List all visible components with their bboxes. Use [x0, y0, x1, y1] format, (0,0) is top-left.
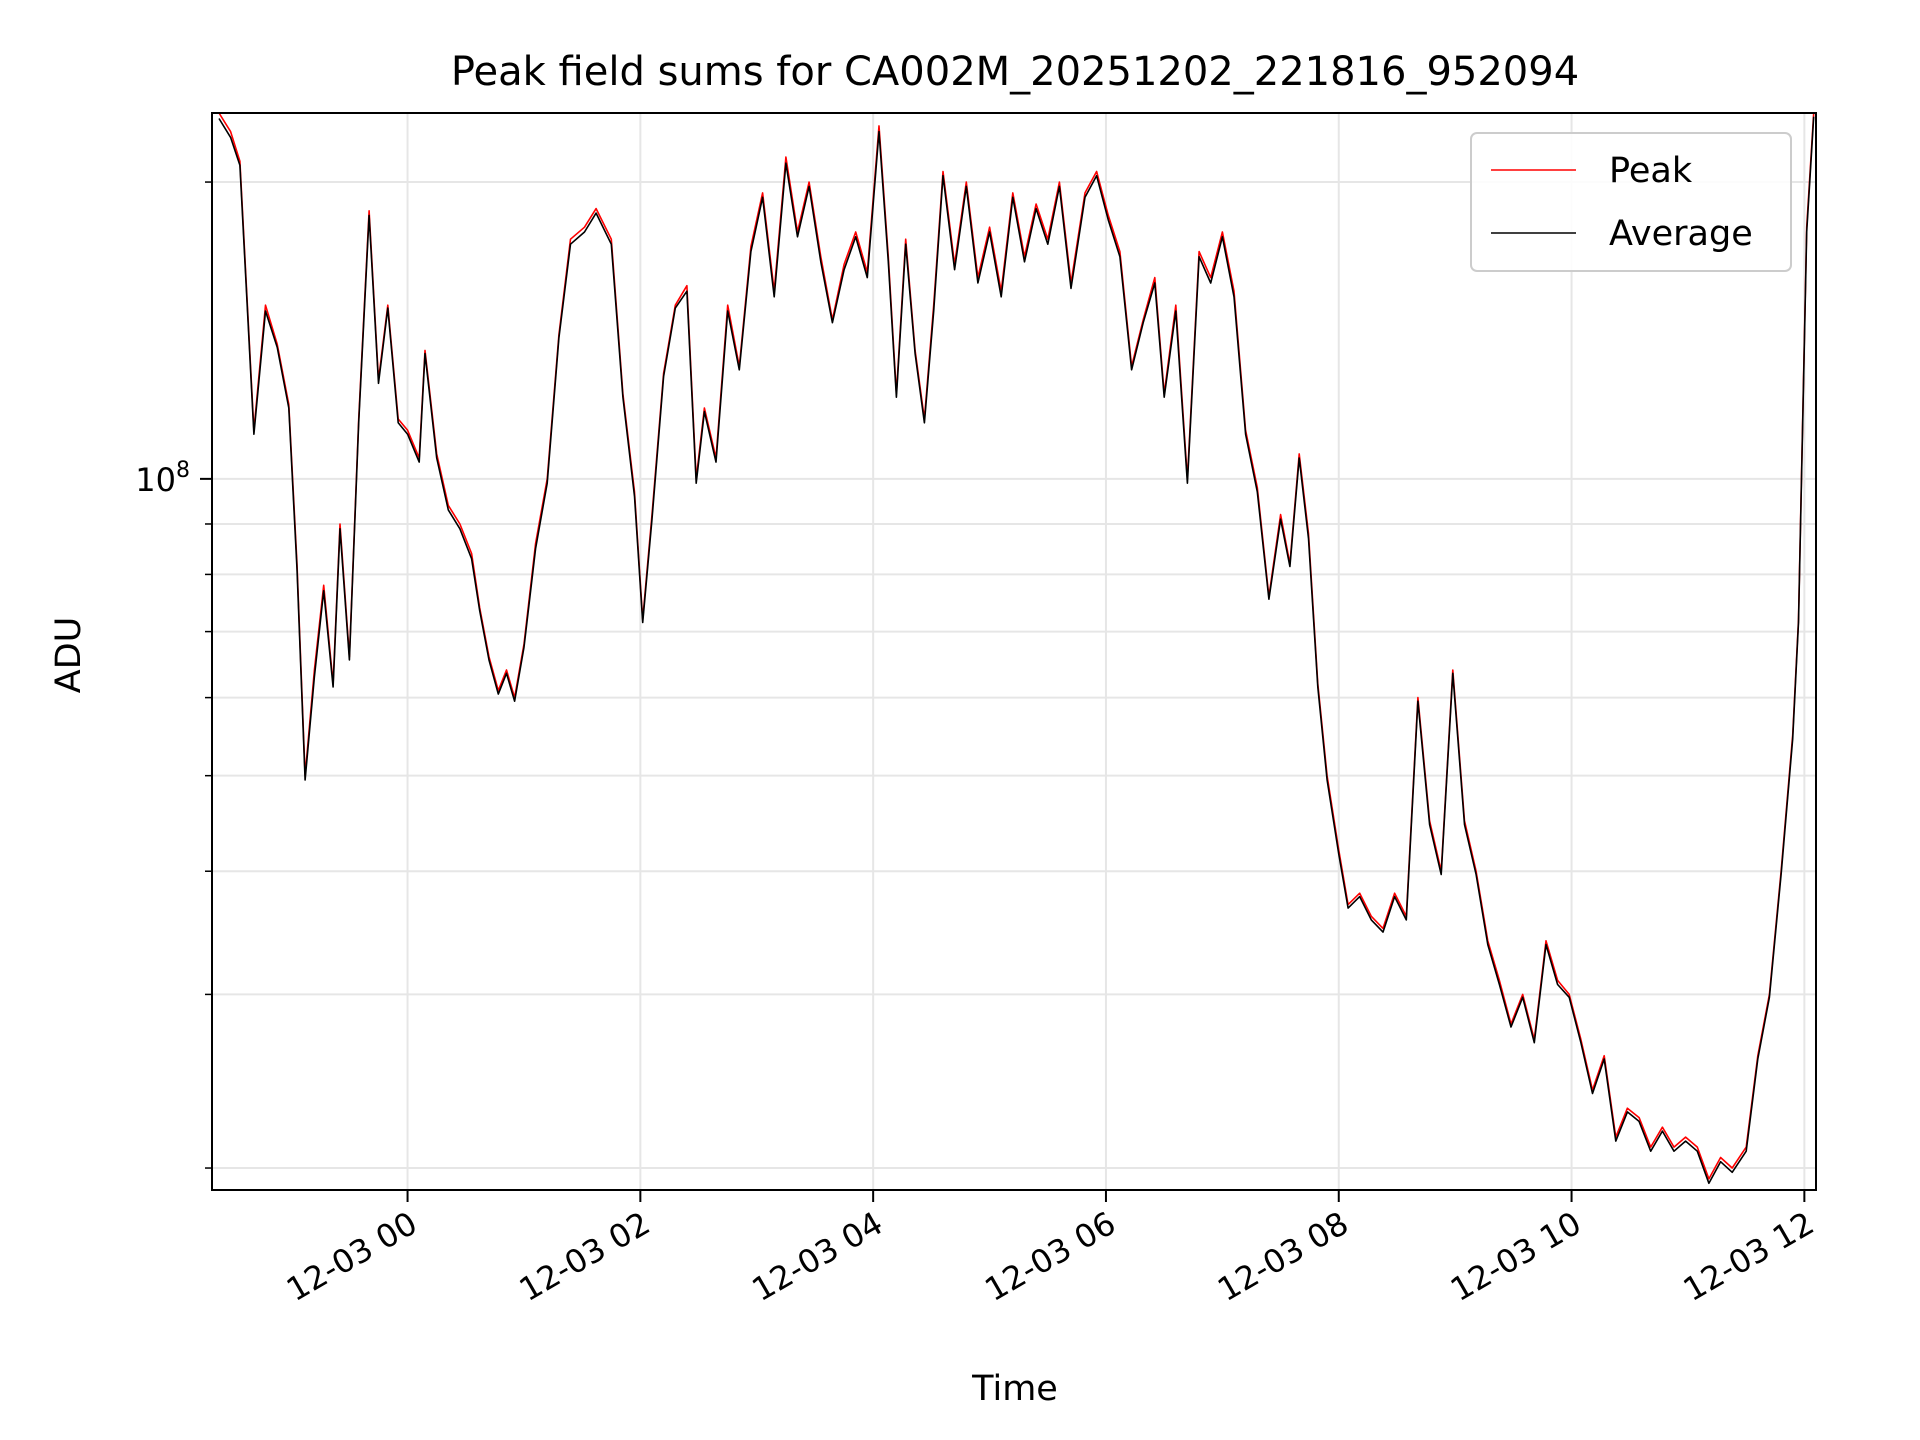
grid-lines: [212, 113, 1816, 1190]
x-axis-label: Time: [971, 1369, 1058, 1409]
y-tick-label: 108: [135, 458, 190, 499]
series-line-average: [218, 116, 1815, 1185]
legend-box: [1470, 132, 1792, 272]
legend: Peak Average: [1470, 132, 1792, 272]
y-axis-label: ADU: [49, 617, 89, 694]
legend-label-peak: Peak: [1609, 151, 1693, 191]
axes-frame: [211, 112, 1817, 1191]
legend-label-average: Average: [1609, 214, 1753, 254]
series-lines: [218, 113, 1815, 1185]
chart-title: Peak field sums for CA002M_20251202_2218…: [451, 49, 1579, 95]
